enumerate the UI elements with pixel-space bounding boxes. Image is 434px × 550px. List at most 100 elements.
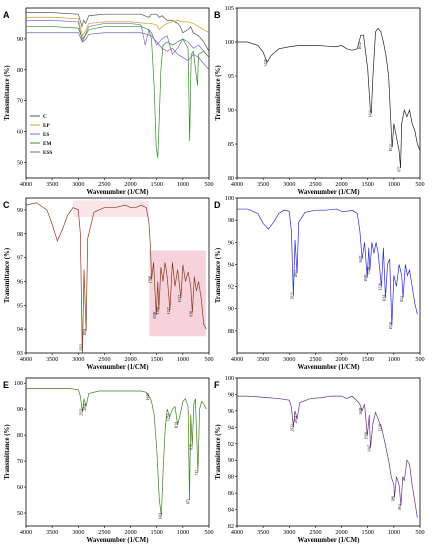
peak-label: 2851 bbox=[294, 270, 298, 277]
panel-letter: F bbox=[214, 380, 220, 390]
x-tick-label: 4000 bbox=[231, 181, 243, 188]
peak-label: 1251 bbox=[167, 414, 171, 421]
peak-label: 1238 bbox=[378, 283, 382, 290]
peak-label: 2922 bbox=[290, 292, 294, 299]
panel-letter: E bbox=[3, 380, 9, 390]
y-tick-label: 86 bbox=[228, 490, 234, 497]
x-tick-label: 1000 bbox=[177, 356, 189, 363]
y-tick-label: 92 bbox=[228, 441, 234, 448]
x-tick-label: 1000 bbox=[177, 529, 189, 536]
y-tick-label: 98 bbox=[228, 217, 234, 224]
y-tick-label: 95 bbox=[17, 302, 23, 309]
peak-label: 1509 bbox=[153, 311, 157, 318]
y-tick-label: 96 bbox=[228, 408, 234, 415]
peak-label: 818 bbox=[189, 311, 193, 317]
y-tick-label: 95 bbox=[228, 73, 234, 80]
y-tick-label: 100 bbox=[225, 375, 234, 382]
x-tick-label: 2500 bbox=[98, 181, 110, 188]
x-tick-label: 2500 bbox=[309, 529, 321, 536]
y-tick-label: 50 bbox=[17, 160, 23, 167]
y-tick-label: 80 bbox=[17, 432, 23, 439]
x-tick-label: 1000 bbox=[388, 356, 400, 363]
x-tick-label: 4000 bbox=[20, 356, 32, 363]
x-tick-label: 3000 bbox=[72, 356, 84, 363]
peak-label: 1458 bbox=[367, 267, 371, 274]
x-tick-label: 3500 bbox=[46, 181, 58, 188]
peak-label: 2922 bbox=[79, 408, 83, 415]
y-tick-label: 98 bbox=[17, 231, 23, 238]
peak-label: 1101 bbox=[175, 421, 179, 428]
x-tick-label: 3000 bbox=[72, 529, 84, 536]
peak-label: 1608 bbox=[359, 407, 363, 414]
peak-label: 1038 bbox=[389, 322, 393, 329]
x-tick-label: 4000 bbox=[20, 529, 32, 536]
y-tick-label: 60 bbox=[17, 484, 23, 491]
x-tick-label: 1500 bbox=[362, 181, 374, 188]
plot-frame bbox=[236, 197, 421, 354]
chart-panel-c: 4000 3500 3000 2500 2000 1500 1000 500 93 94 95 96 9… bbox=[3, 197, 214, 371]
y-tick-label: 105 bbox=[225, 5, 234, 12]
x-axis-label: Wavenumber (1/CM) bbox=[87, 189, 149, 196]
peak-label: 1632 bbox=[358, 42, 362, 49]
y-tick-label: 80 bbox=[17, 67, 23, 74]
chart-panel-f: 4000 3500 3000 2500 2000 1500 1000 500 82 84 86 88 9… bbox=[214, 375, 425, 544]
peak-label: 1431 bbox=[368, 110, 372, 117]
peak-label: 1646 bbox=[146, 393, 150, 400]
peak-label: 1411 bbox=[158, 512, 162, 519]
peak-label: 1509 bbox=[364, 274, 368, 281]
x-tick-label: 500 bbox=[415, 356, 424, 363]
series-line-b bbox=[237, 27, 420, 168]
y-tick-label: 90 bbox=[228, 457, 234, 464]
peak-label: 1508 bbox=[364, 432, 368, 439]
x-tick-label: 1000 bbox=[388, 181, 400, 188]
peak-label: 2851 bbox=[83, 403, 87, 410]
legend-entry: C bbox=[43, 114, 47, 120]
y-tick-label: 70 bbox=[17, 458, 23, 465]
y-tick-label: 70 bbox=[17, 98, 23, 105]
x-axis-label: Wavenumber (1/CM) bbox=[298, 189, 360, 196]
y-axis-label: Transmittance (%) bbox=[215, 248, 222, 303]
peak-label: 1447 bbox=[367, 444, 371, 451]
legend-entry: ESS bbox=[43, 150, 52, 156]
x-tick-label: 3500 bbox=[257, 529, 269, 536]
chart-panel-a: 4000 3500 3000 2500 2000 1500 1000 500 50 60 70 80 9… bbox=[3, 7, 214, 196]
y-axis-label: Transmittance (%) bbox=[4, 65, 11, 120]
panel-letter: D bbox=[214, 200, 221, 210]
peak-label: 1247 bbox=[167, 307, 171, 314]
x-tick-label: 4000 bbox=[231, 529, 243, 536]
legend: C EP ES EM ESS bbox=[30, 114, 52, 156]
x-axis-label: Wavenumber (1/CM) bbox=[298, 364, 360, 371]
x-tick-label: 2000 bbox=[124, 529, 136, 536]
x-tick-label: 3500 bbox=[257, 356, 269, 363]
y-tick-label: 90 bbox=[228, 306, 234, 313]
y-tick-label: 100 bbox=[225, 195, 234, 202]
y-tick-label: 88 bbox=[228, 328, 234, 335]
y-tick-label: 94 bbox=[228, 424, 234, 431]
x-axis-label: Wavenumber (1/CM) bbox=[87, 537, 149, 544]
x-tick-label: 1000 bbox=[388, 529, 400, 536]
y-tick-label: 90 bbox=[228, 107, 234, 114]
peak-label: 1161 bbox=[382, 294, 386, 301]
series-line-f bbox=[237, 395, 418, 518]
x-tick-label: 3500 bbox=[46, 529, 58, 536]
series-line-ep bbox=[26, 16, 209, 37]
plot-frame bbox=[25, 7, 210, 179]
series-line-em bbox=[26, 26, 209, 158]
legend-entry: EP bbox=[43, 123, 50, 129]
peak-label: 1032 bbox=[389, 144, 393, 151]
y-tick-label: 100 bbox=[225, 39, 234, 46]
series-line-es bbox=[26, 20, 209, 58]
peak-label: 2922 bbox=[79, 344, 83, 351]
x-tick-label: 2000 bbox=[124, 356, 136, 363]
peak-label: 2851 bbox=[83, 328, 87, 335]
y-axis-label: Transmittance (%) bbox=[215, 65, 222, 120]
plot-frame bbox=[236, 7, 421, 179]
peak-label: 824 bbox=[400, 296, 404, 302]
x-tick-label: 2500 bbox=[98, 356, 110, 363]
x-tick-label: 2500 bbox=[98, 529, 110, 536]
peak-label: 1238 bbox=[378, 424, 382, 431]
plot-frame bbox=[25, 377, 210, 527]
y-tick-label: 96 bbox=[228, 239, 234, 246]
peak-label: 989 bbox=[391, 496, 395, 502]
chart-panel-b: 4000 3500 3000 2500 2000 1500 1000 500 80 85 90 95 1… bbox=[214, 5, 425, 196]
